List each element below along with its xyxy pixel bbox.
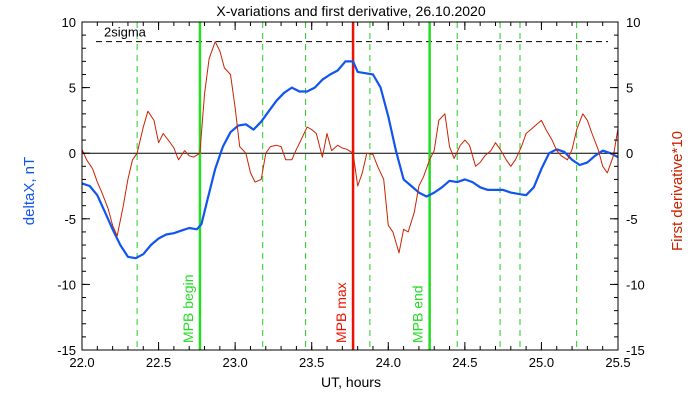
y-tick-label-right: -15 — [626, 343, 645, 358]
y-tick-label-right: 10 — [626, 15, 640, 30]
y-tick-label-right: 0 — [626, 146, 633, 161]
sigma-label: 2sigma — [104, 25, 147, 40]
x-tick-label: 24.5 — [452, 355, 477, 370]
y-tick-label-right: -5 — [626, 212, 638, 227]
x-tick-label: 22.0 — [69, 355, 94, 370]
series-line-derivative — [81, 41, 619, 254]
x-tick-label: 22.5 — [146, 355, 171, 370]
y-axis-label-left: deltaX, nT — [21, 157, 38, 225]
y-tick-label-right: 5 — [626, 81, 633, 96]
marker-label: MPB max — [333, 282, 349, 343]
y-tick-label-left: -15 — [57, 343, 76, 358]
y-tick-label-left: -10 — [57, 277, 76, 292]
y-tick-label-left: 5 — [69, 81, 76, 96]
x-tick-label: 25.0 — [529, 355, 554, 370]
marker-label: MPB begin — [180, 275, 196, 343]
y-tick-label-left: -5 — [64, 212, 76, 227]
series-line-deltax — [81, 60, 619, 260]
chart-title: X-variations and first derivative, 26.10… — [216, 3, 485, 19]
x-tick-label: 23.5 — [299, 355, 324, 370]
x-tick-label: 25.5 — [605, 355, 630, 370]
marker-label: MPB end — [410, 285, 426, 343]
y-axis-label-right: First derivative*10 — [669, 131, 686, 251]
x-axis-label: UT, hours — [321, 374, 381, 390]
x-tick-label: 24.0 — [376, 355, 401, 370]
y-tick-label-left: 0 — [69, 146, 76, 161]
plot-frame — [81, 21, 619, 351]
y-tick-label-left: 10 — [62, 15, 76, 30]
x-tick-label: 23.0 — [222, 355, 247, 370]
y-tick-label-right: -10 — [626, 277, 645, 292]
